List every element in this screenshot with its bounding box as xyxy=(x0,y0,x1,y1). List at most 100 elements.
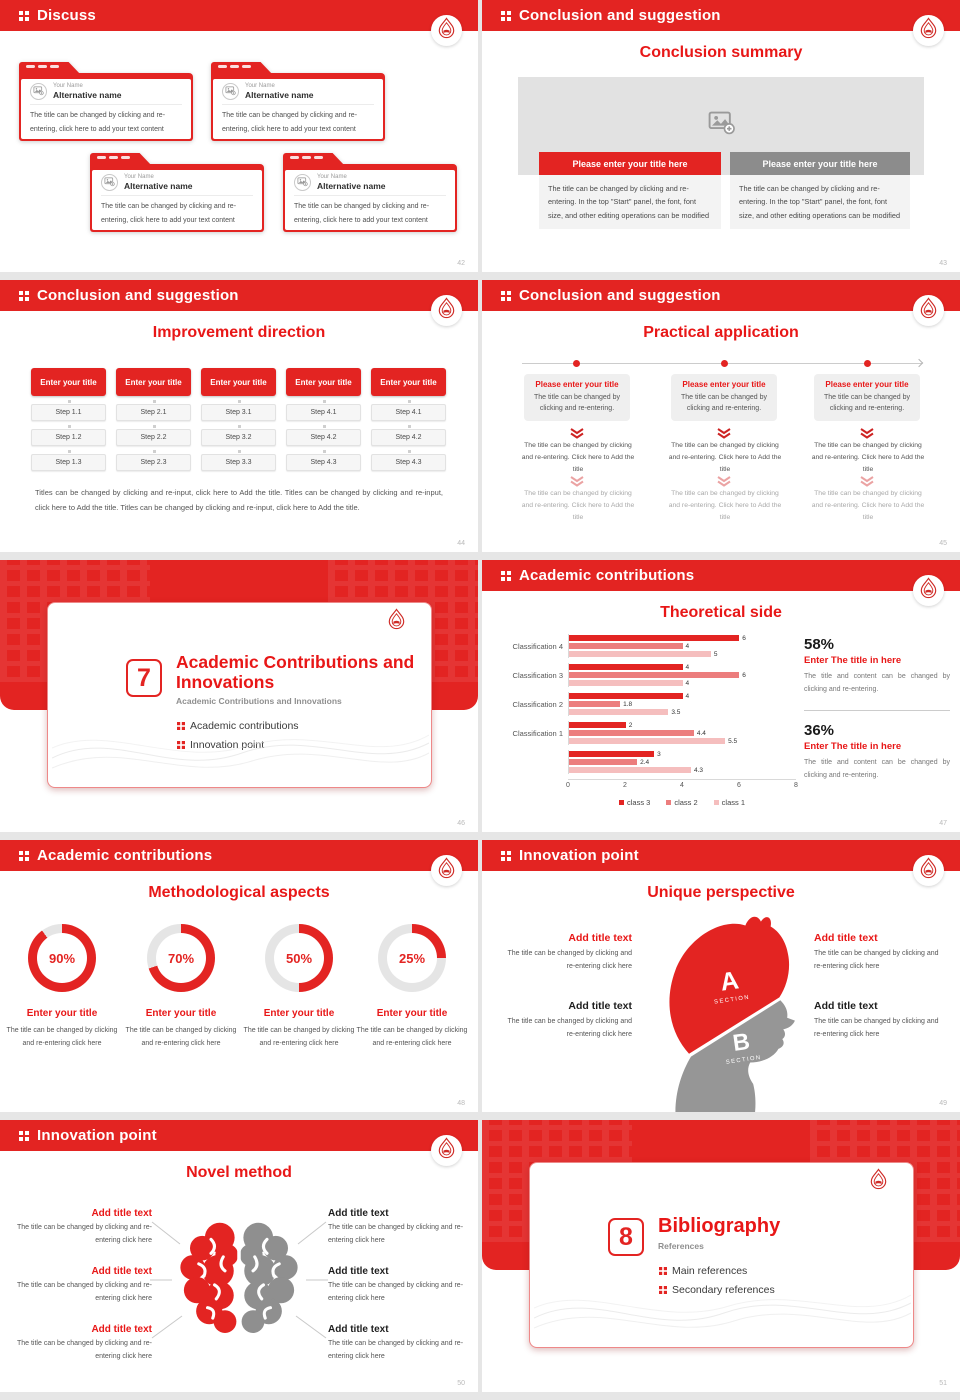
school-logo xyxy=(864,1167,893,1196)
title-button: Enter your title xyxy=(31,368,106,396)
bullet-label: Main references xyxy=(672,1265,748,1277)
bar-class-3 xyxy=(569,722,626,728)
school-logo xyxy=(431,295,462,326)
cover-subtitle: References xyxy=(658,1241,704,1251)
school-emblem-icon xyxy=(438,16,455,38)
title-button: Enter your title xyxy=(286,368,361,396)
slide-48-methodological-aspects[interactable]: Academic contributions Methodological as… xyxy=(0,840,478,1112)
slide-title: Novel method xyxy=(186,1164,292,1181)
timeline-card-sub: The title can be changed by clicking and… xyxy=(680,394,767,413)
bar-value: 5.5 xyxy=(728,737,738,745)
bar-value: 2.4 xyxy=(640,758,650,766)
donut-label: 25% xyxy=(398,950,426,966)
annotation-body: The title can be changed by clicking and… xyxy=(328,1224,464,1244)
bar-class-2 xyxy=(569,701,621,707)
annotation-block: Add title text The title can be changed … xyxy=(328,1208,468,1247)
card-body: The title can be changed by clicking and… xyxy=(294,203,430,225)
page-number: 51 xyxy=(939,1380,947,1387)
bar-class-3 xyxy=(569,635,740,641)
stat-title: Enter The title in here xyxy=(804,655,902,666)
annotation-body: The title can be changed by clicking and… xyxy=(814,950,939,970)
slide-46-section-cover[interactable]: 7 Academic Contributions and Innovations… xyxy=(0,560,478,832)
page-number: 50 xyxy=(457,1380,465,1387)
step-box: Step 1.3 xyxy=(31,450,106,471)
slide-47-theoretical-side[interactable]: Academic contributions Theoretical side … xyxy=(482,560,960,832)
school-emblem-icon xyxy=(438,296,455,318)
image-add-icon xyxy=(33,85,44,95)
header-title: Conclusion and suggestion xyxy=(37,287,239,304)
slide-43-conclusion-summary[interactable]: Conclusion and suggestion Conclusion sum… xyxy=(482,0,960,272)
wave-decoration xyxy=(52,734,429,769)
stat-block: 36% Enter The title in here The title an… xyxy=(804,722,950,783)
bar-value: 3 xyxy=(657,750,661,758)
page-number: 44 xyxy=(457,540,465,547)
slide-50-novel-method[interactable]: Innovation point Novel method xyxy=(0,1120,478,1392)
bar-value: 4.3 xyxy=(694,766,704,774)
folder-tab xyxy=(211,62,273,75)
step-box: Step 3.1 xyxy=(201,400,276,421)
slide-49-unique-perspective[interactable]: Innovation point Unique perspective A SE… xyxy=(482,840,960,1112)
bar-chart-x-axis: 0 2 4 6 8 xyxy=(566,779,798,790)
folder-card: Your Name Alternative name The title can… xyxy=(90,153,264,232)
timeline-step-text-light: The title can be changed by clicking and… xyxy=(811,490,925,521)
school-emblem-icon xyxy=(920,296,937,318)
bullet-label: Innovation point xyxy=(190,739,265,751)
page-number: 49 xyxy=(939,1100,947,1107)
card-name: Your Name xyxy=(124,174,154,180)
school-emblem-icon xyxy=(920,576,937,598)
step-box: Step 4.1 xyxy=(371,400,446,421)
donut-label: 90% xyxy=(48,950,76,966)
header-title: Academic contributions xyxy=(519,567,695,584)
donut-label: 50% xyxy=(285,950,313,966)
step-box: Step 4.3 xyxy=(371,450,446,471)
bar-class-3 xyxy=(569,664,683,670)
annotation-title: Add title text xyxy=(91,1266,152,1277)
legend-item: class 1 xyxy=(713,798,745,807)
annotation-block: Add title text The title can be changed … xyxy=(500,932,632,973)
image-add-icon xyxy=(708,111,735,135)
donut-chart: 70% xyxy=(147,924,215,992)
step-box: Step 2.3 xyxy=(116,450,191,471)
section-a-sub: SECTION xyxy=(714,995,751,1006)
annotation-title: Add title text xyxy=(814,932,878,944)
bar-value: 3.5 xyxy=(671,708,681,716)
bar-group: Classification 2 4 1.8 3.5 xyxy=(504,692,796,716)
timeline-card: Please enter your title The title can be… xyxy=(671,374,777,422)
slide-42-discuss[interactable]: Discuss Your Name Alternative name The t… xyxy=(0,0,478,272)
header-title: Conclusion and suggestion xyxy=(519,287,721,304)
slide-51-bibliography-cover[interactable]: 8 Bibliography References Main reference… xyxy=(482,1120,960,1392)
timeline-step-text: The title can be changed by clicking and… xyxy=(811,442,925,473)
slide-title: Improvement direction xyxy=(152,324,326,341)
annotation-title: Add title text xyxy=(91,1324,152,1335)
x-tick-label: 2 xyxy=(623,782,627,789)
slide-title: Theoretical side xyxy=(660,604,782,621)
donut-text: Enter your title The title can be change… xyxy=(243,1008,355,1051)
double-chevron-down-icon xyxy=(570,476,584,487)
bar-group: Classification 1 2 4.4 5.5 xyxy=(504,721,796,745)
slide-45-practical-application[interactable]: Conclusion and suggestion Practical appl… xyxy=(482,280,960,552)
bar-category-label: Classification 1 xyxy=(512,728,563,738)
card-name: Your Name xyxy=(317,174,347,180)
bar-value: 4.4 xyxy=(696,729,706,737)
donut-label: 70% xyxy=(167,950,195,966)
step-box: Step 3.2 xyxy=(201,425,276,446)
timeline-dot xyxy=(721,360,728,367)
folder-tab xyxy=(19,62,81,75)
card-name: Your Name xyxy=(245,83,275,89)
donut-title: Enter your title xyxy=(376,1008,448,1019)
title-bar-red: Please enter your title here xyxy=(539,152,721,175)
timeline-step-text-light: The title can be changed by clicking and… xyxy=(521,490,635,521)
annotation-block: Add title text The title can be changed … xyxy=(328,1324,468,1363)
stat-body: The title and content can be changed by … xyxy=(804,673,950,693)
school-logo xyxy=(382,607,411,636)
header-title: Innovation point xyxy=(519,847,639,864)
school-emblem-icon xyxy=(438,1136,455,1158)
bar-class-2 xyxy=(569,730,694,736)
card-alt-name: Alternative name xyxy=(317,181,386,191)
donut-chart: 25% xyxy=(378,924,446,992)
annotation-title: Add title text xyxy=(814,1000,878,1012)
donut-text: Enter your title The title can be change… xyxy=(6,1008,118,1051)
squares-icon xyxy=(501,851,511,861)
stat-percent: 36% xyxy=(804,722,835,739)
slide-44-improvement-direction[interactable]: Conclusion and suggestion Improvement di… xyxy=(0,280,478,552)
